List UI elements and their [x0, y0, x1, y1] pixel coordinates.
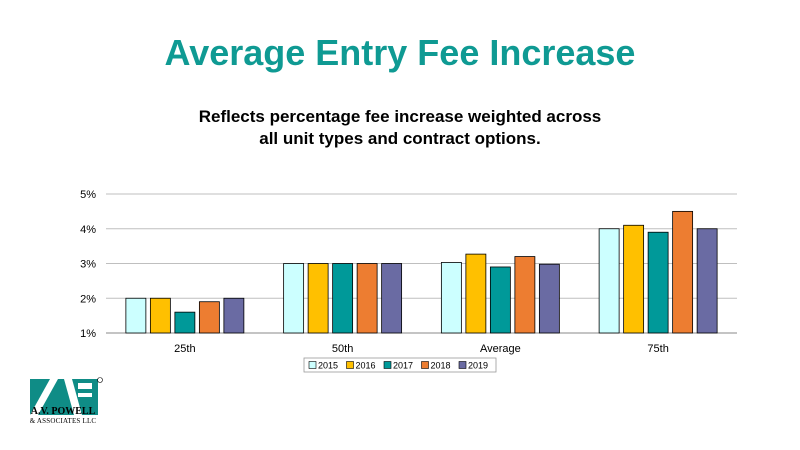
bar-2018-75th — [672, 210, 694, 334]
bar-2015-25th — [125, 297, 147, 334]
bar-2017-25th — [174, 311, 196, 334]
y-tick-label: 1% — [80, 328, 96, 340]
bar-2015-average — [440, 262, 462, 334]
logo-subtitle: & ASSOCIATES LLC — [29, 417, 97, 425]
bar-2018-average — [514, 256, 536, 334]
bar-2017-75th — [647, 231, 669, 334]
legend-swatch-2015 — [308, 361, 317, 369]
legend-label-2018: 2018 — [431, 361, 451, 371]
legend-label-2015: 2015 — [318, 361, 338, 371]
bar-2018-25th — [198, 301, 220, 334]
logo-name: A.V. POWELL — [30, 406, 96, 417]
bar-2018-50th — [356, 263, 378, 334]
legend-swatch-2016 — [346, 361, 354, 369]
y-tick-label: 3% — [80, 259, 96, 271]
legend-swatch-2017 — [383, 361, 392, 369]
x-tick-label: 50th — [332, 343, 353, 355]
x-tick-label: Average — [480, 343, 521, 355]
bar-2015-50th — [283, 263, 305, 334]
x-tick-label: 75th — [647, 343, 668, 355]
x-tick-label: 25th — [174, 343, 195, 355]
legend-label-2019: 2019 — [468, 361, 488, 371]
bar-2017-50th — [332, 263, 354, 334]
y-tick-label: 5% — [80, 189, 96, 201]
legend-label-2017: 2017 — [393, 361, 413, 371]
chart-title: Average Entry Fee Increase — [164, 32, 636, 73]
bar-2016-average — [465, 253, 487, 334]
bar-2019-25th — [223, 297, 245, 334]
company-logo-icon — [30, 377, 103, 415]
bar-2019-50th — [381, 263, 403, 334]
bar-2016-25th — [149, 297, 171, 334]
legend-swatch-2018 — [421, 361, 429, 369]
subtitle-line-1: Reflects percentage fee increase weighte… — [198, 107, 602, 126]
bar-2016-50th — [307, 263, 329, 334]
bar-2019-average — [538, 263, 560, 334]
bar-2019-75th — [696, 228, 718, 334]
legend-label-2016: 2016 — [356, 361, 376, 371]
bar-2017-average — [489, 266, 511, 334]
bar-2015-75th — [598, 228, 620, 334]
y-tick-label: 2% — [80, 293, 96, 305]
y-tick-label: 4% — [80, 224, 96, 236]
subtitle-line-2: all unit types and contract options. — [259, 129, 541, 148]
legend-swatch-2019 — [458, 361, 467, 369]
chart-subtitle: Reflects percentage fee increase weighte… — [150, 106, 650, 150]
bar-2016-75th — [623, 224, 645, 334]
